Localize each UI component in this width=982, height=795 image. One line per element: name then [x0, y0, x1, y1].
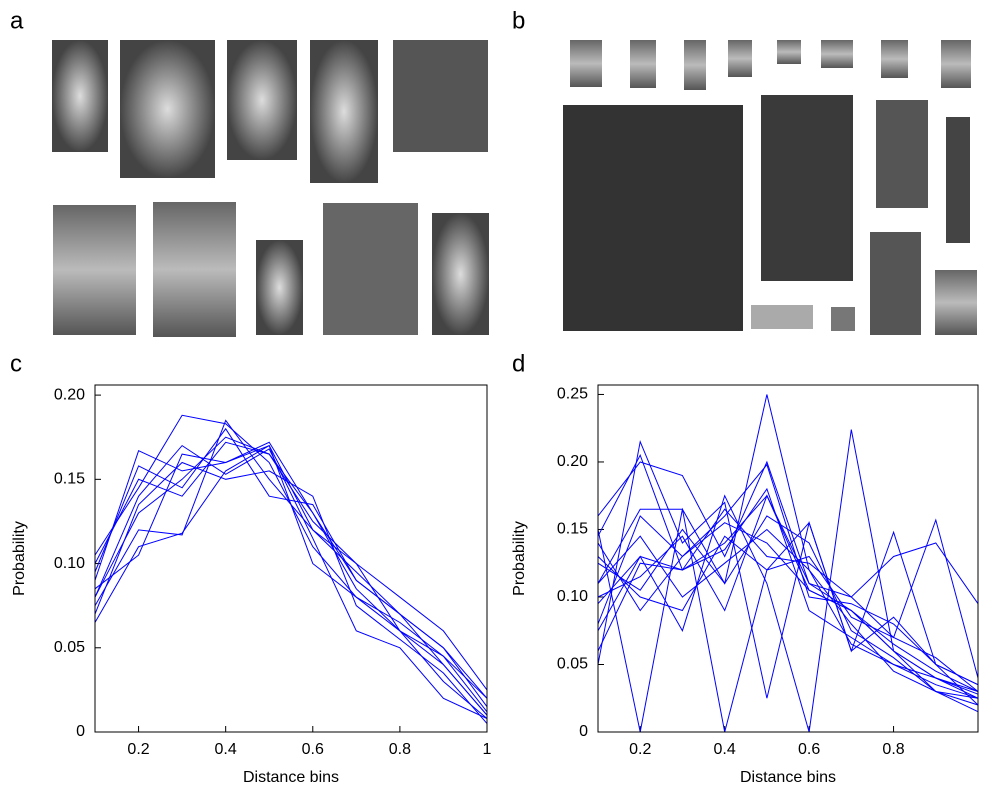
plot-frame	[94, 384, 488, 733]
data-line	[597, 429, 979, 733]
data-line	[597, 521, 979, 686]
panel-label: c	[10, 350, 22, 377]
data-line	[597, 515, 979, 695]
y-axis-label: Probability	[11, 521, 28, 596]
data-line	[94, 444, 488, 713]
y-tick-label: 0	[579, 723, 588, 740]
panel-label: d	[512, 350, 525, 377]
data-line	[94, 427, 488, 699]
data-line	[597, 463, 979, 686]
x-tick-label: 0.6	[798, 741, 820, 758]
y-tick-label: 0.15	[557, 521, 588, 538]
x-tick-label: 0.6	[302, 741, 324, 758]
data-line	[597, 515, 979, 706]
panel-label: b	[512, 7, 525, 34]
data-line	[597, 494, 979, 692]
data-line	[597, 494, 979, 692]
panel-label: a	[10, 7, 24, 34]
data-line	[597, 460, 979, 713]
y-tick-label: 0.20	[557, 453, 588, 470]
x-tick-label: 1	[483, 741, 492, 758]
plot-frame	[597, 384, 979, 733]
data-line	[94, 461, 488, 724]
y-tick-label: 0.10	[54, 555, 85, 572]
x-axis-label: Distance bins	[243, 769, 339, 786]
data-line	[94, 444, 488, 719]
data-line	[597, 508, 979, 733]
y-tick-label: 0.05	[54, 639, 85, 656]
y-tick-label: 0.15	[54, 471, 85, 488]
x-tick-label: 0.4	[714, 741, 736, 758]
data-line	[597, 528, 979, 699]
y-axis-label: Probability	[511, 521, 528, 596]
data-line	[94, 419, 488, 691]
y-tick-label: 0.10	[557, 588, 588, 605]
y-tick-label: 0	[76, 723, 85, 740]
x-tick-label: 0.8	[389, 741, 411, 758]
thumbnails-b	[563, 40, 977, 335]
x-tick-label: 0.2	[127, 741, 149, 758]
thumbnails-a	[52, 40, 489, 337]
y-tick-label: 0.25	[557, 386, 588, 403]
y-tick-label: 0.20	[54, 386, 85, 403]
data-line	[94, 441, 488, 716]
x-tick-label: 0.2	[629, 741, 651, 758]
x-tick-label: 0.8	[882, 741, 904, 758]
x-axis-label: Distance bins	[740, 769, 836, 786]
x-tick-label: 0.4	[215, 741, 237, 758]
data-line	[597, 439, 979, 706]
y-tick-label: 0.05	[557, 656, 588, 673]
